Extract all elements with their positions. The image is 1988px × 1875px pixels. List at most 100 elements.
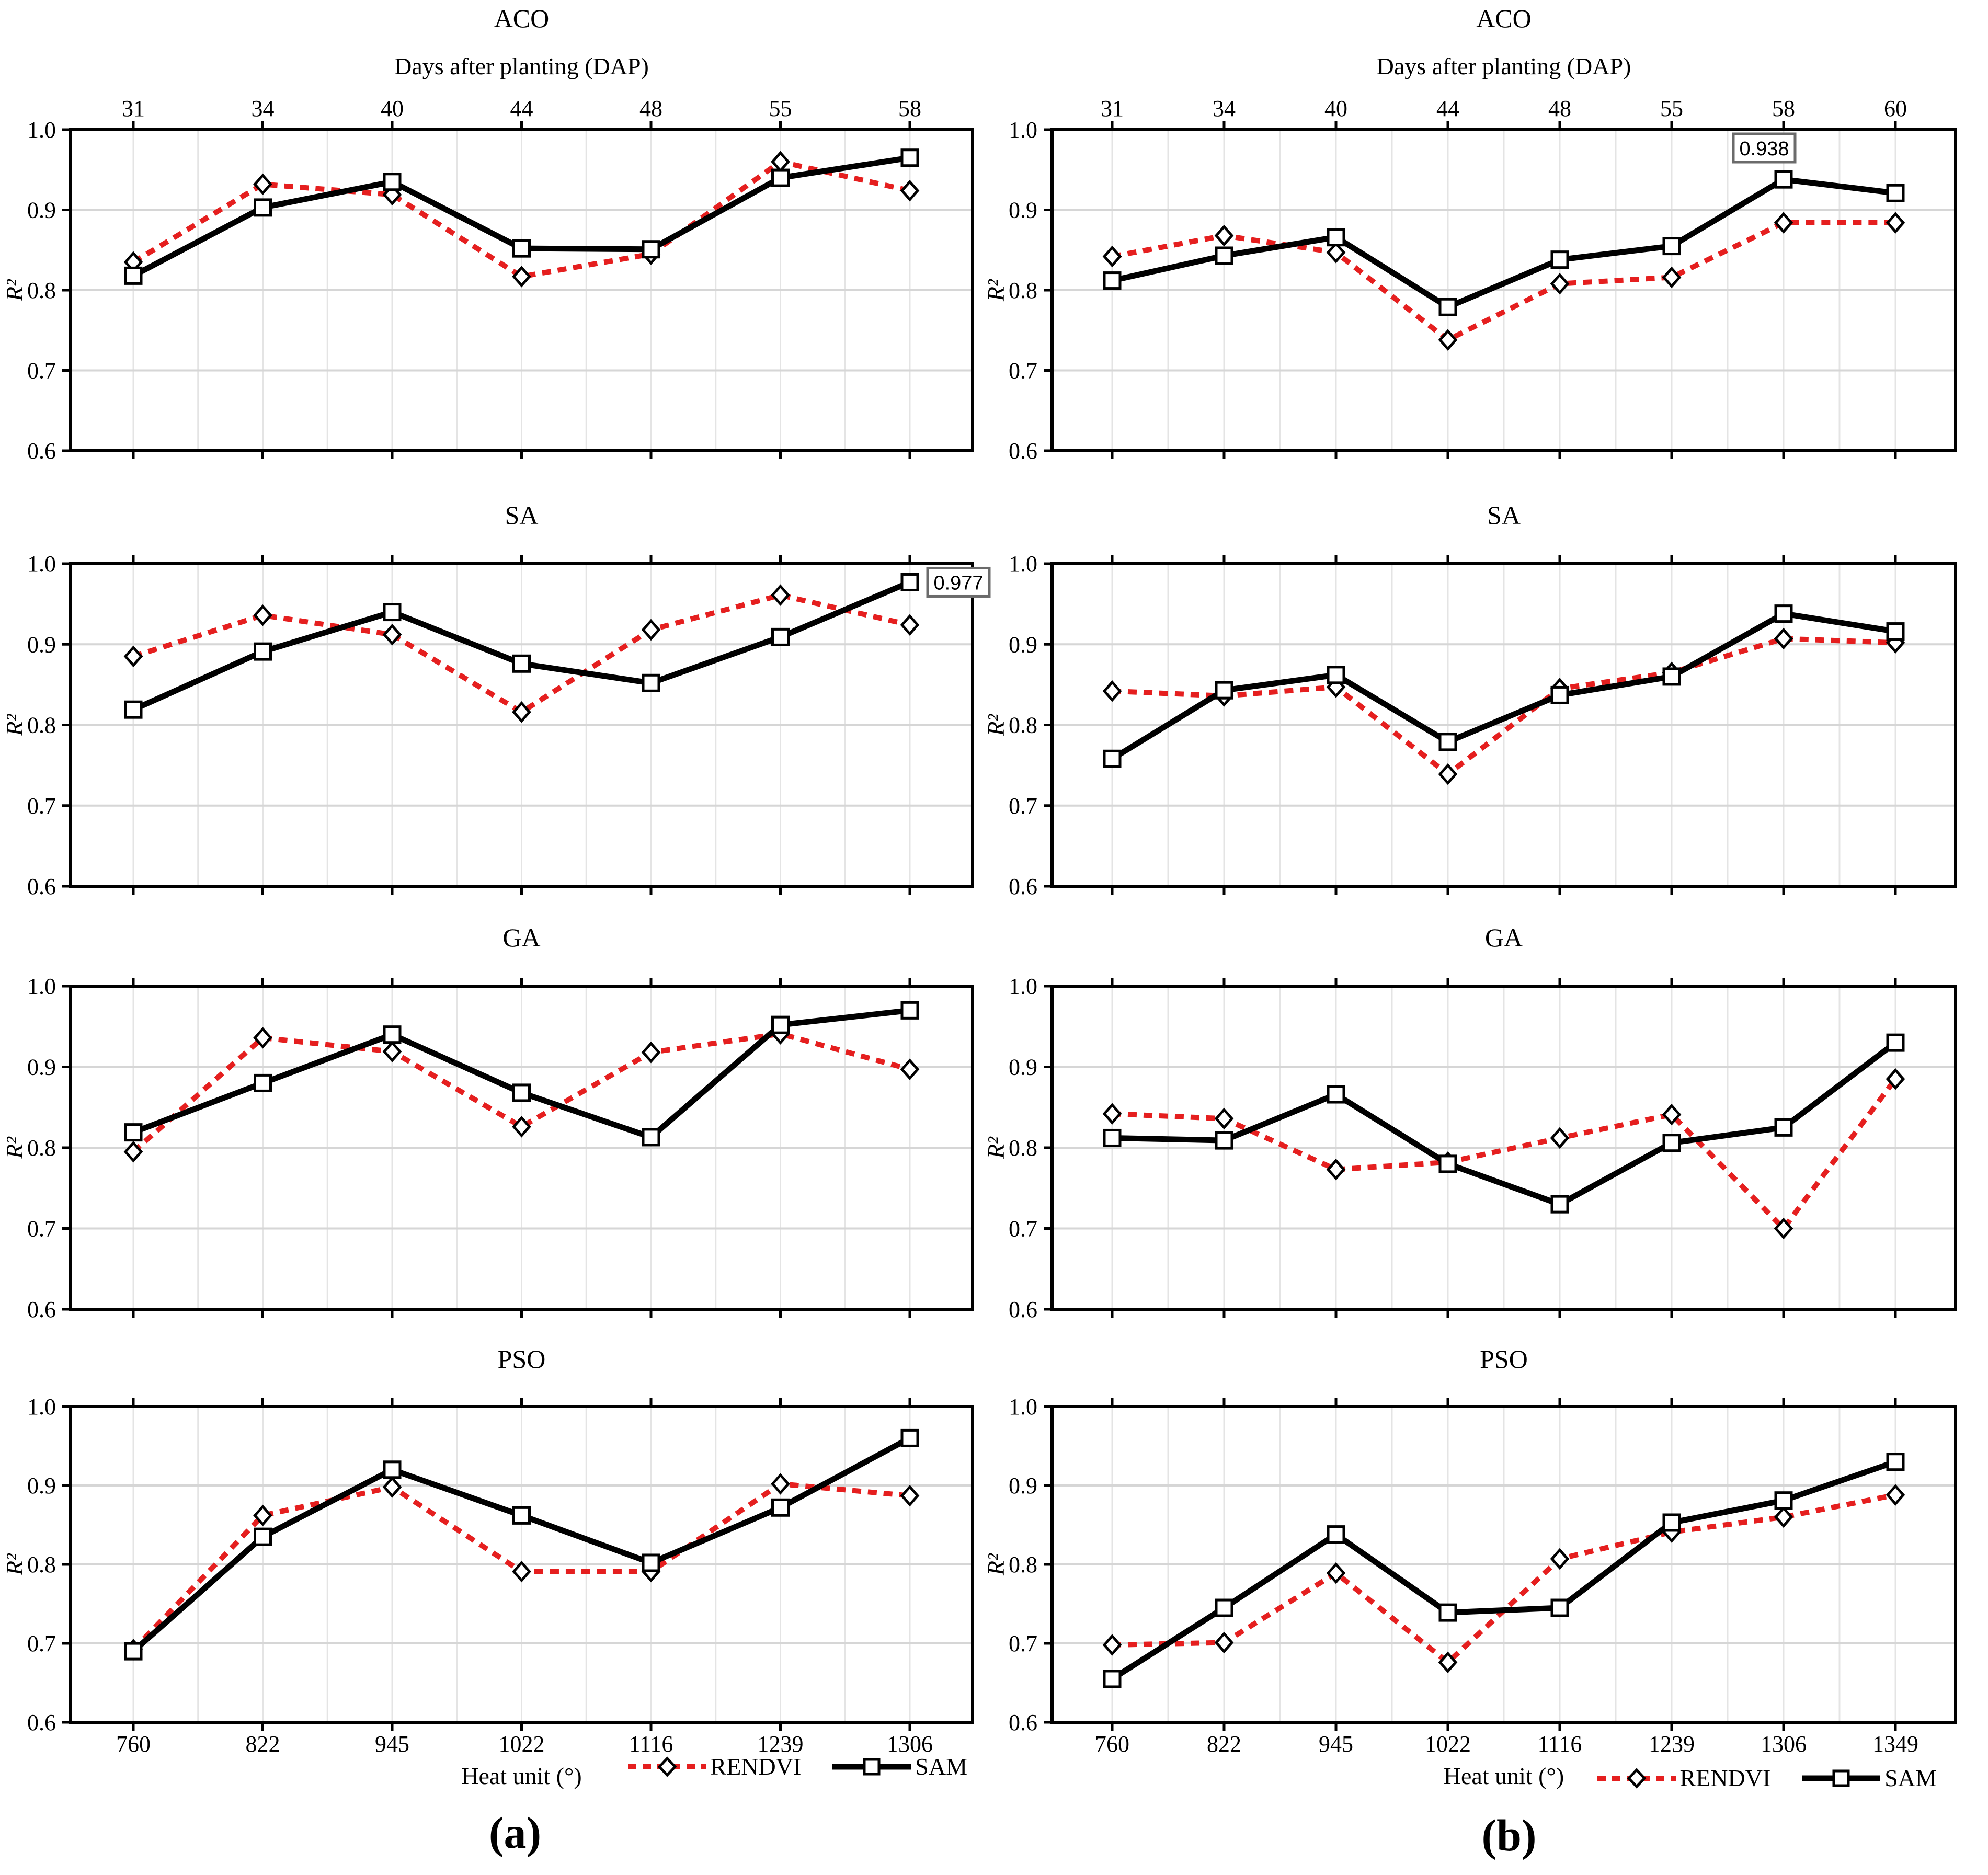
top-tick-label: 40 [1324, 96, 1347, 121]
sam-marker [900, 1428, 919, 1447]
rendvi-marker [1886, 1484, 1905, 1506]
x-tick-label: 1239 [758, 1731, 804, 1757]
x-tick-label: 1116 [1538, 1731, 1582, 1757]
sam-legend-marker [1832, 1769, 1850, 1787]
rendvi-marker [1774, 1506, 1793, 1528]
rendvi-marker [900, 179, 920, 202]
sam-marker [512, 1083, 531, 1102]
sam-marker [771, 1015, 790, 1034]
plot-frame [1050, 1405, 1957, 1724]
sam-marker [1215, 246, 1233, 265]
sam-marker [1886, 622, 1905, 641]
legend-label-rendvi: RENDVI [1679, 1765, 1771, 1791]
rendvi-marker [900, 1484, 920, 1507]
annotation-box [1732, 132, 1797, 164]
sam-marker [1774, 1491, 1793, 1510]
x-tick-label: 760 [1095, 1731, 1129, 1757]
y-axis-label: R² [982, 1136, 1009, 1159]
sam-marker [900, 1001, 919, 1020]
chart-pso-b: PSO 1.0 0.9 0.8 0.7 0.6 R² 760 822 945 1022 1116 123… [982, 1344, 1957, 1789]
sam-marker [771, 1498, 790, 1517]
annotation-label: 0.938 [1739, 138, 1789, 160]
top-tick-label: 40 [381, 96, 404, 121]
rendvi-marker [900, 1058, 920, 1080]
y-axis-label: R² [982, 713, 1009, 736]
y-tick-label: 1.0 [1009, 1394, 1037, 1420]
y-tick-label: 0.8 [1009, 1552, 1037, 1577]
y-axis-label: R² [1, 1136, 28, 1159]
y-tick-label: 0.7 [1009, 1631, 1037, 1656]
plot-frame [1050, 562, 1957, 888]
legend-item-rendvi: RENDVI [1597, 1764, 1771, 1792]
sam-marker [1550, 250, 1569, 269]
sam-marker [900, 573, 919, 591]
sam-marker [124, 700, 143, 719]
y-tick-label: 0.7 [27, 1631, 56, 1656]
y-tick-label: 0.7 [1009, 358, 1037, 384]
top-tick-label: 48 [639, 96, 662, 121]
rendvi-marker [1774, 212, 1793, 234]
legend-b: RENDVI SAM [1597, 1764, 1937, 1792]
legend-item-rendvi: RENDVI [627, 1753, 802, 1780]
top-tick-label: 55 [1660, 96, 1683, 121]
legend-label-rendvi: RENDVI [710, 1753, 802, 1780]
rendvi-marker [1662, 266, 1682, 289]
sam-marker [1215, 1131, 1233, 1150]
rendvi-marker [1550, 1127, 1570, 1149]
sam-marker [1774, 604, 1793, 623]
x-tick-label: 945 [1319, 1731, 1353, 1757]
y-axis-label: R² [1, 279, 28, 302]
sam-marker [1886, 1033, 1905, 1052]
plot-frame [69, 985, 974, 1311]
sam-marker [642, 1553, 660, 1572]
rendvi-marker [1214, 224, 1234, 247]
top-tick-label: 58 [1772, 96, 1795, 121]
sam-marker [254, 1527, 272, 1546]
y-tick-label: 0.7 [27, 793, 56, 819]
sam-marker [642, 240, 660, 259]
y-axis-label: R² [982, 1553, 1009, 1576]
sam-marker [1662, 1134, 1681, 1152]
top-tick-label: 31 [1101, 96, 1124, 121]
sam-marker [771, 168, 790, 187]
sam-marker [124, 1642, 143, 1661]
sam-marker [512, 1506, 531, 1525]
sam-marker [1774, 1118, 1793, 1137]
y-tick-label: 1.0 [27, 974, 56, 999]
sam-marker [1103, 1670, 1122, 1688]
rendvi-marker [253, 1504, 272, 1527]
annotation-label: 0.977 [933, 572, 983, 594]
y-tick-label: 0.9 [27, 632, 56, 657]
y-tick-label: 1.0 [1009, 551, 1037, 577]
top-tick-label: 31 [122, 96, 145, 121]
chart-pso-a: PSO 1.0 0.9 0.8 0.7 0.6 R² 760 822 945 1022 1116 123… [1, 1344, 974, 1789]
rendvi-marker [1438, 1651, 1458, 1674]
top-tick-label: 44 [1436, 96, 1459, 121]
top-axis-label: Days after planting (DAP) [1377, 53, 1631, 79]
rendvi-marker [382, 1041, 402, 1062]
y-tick-label: 0.9 [1009, 198, 1037, 223]
y-tick-label: 0.9 [1009, 632, 1037, 657]
rendvi-swatch-icon [627, 1756, 706, 1777]
legend-label-sam: SAM [915, 1753, 967, 1780]
sam-marker [1103, 271, 1122, 290]
y-tick-label: 0.8 [27, 278, 56, 303]
y-tick-label: 0.7 [27, 1216, 56, 1242]
y-tick-label: 0.8 [1009, 278, 1037, 303]
y-tick-label: 0.6 [27, 1710, 56, 1735]
sam-marker [1103, 1128, 1122, 1147]
rendvi-marker [1662, 1103, 1682, 1126]
y-tick-label: 1.0 [1009, 117, 1037, 143]
sam-line [1112, 1040, 1898, 1207]
rendvi-marker [1326, 242, 1346, 264]
rendvi-marker [512, 266, 531, 288]
top-tick-label: 44 [510, 96, 533, 121]
rendvi-marker [123, 1140, 143, 1163]
rendvi-marker [382, 1476, 402, 1498]
rendvi-marker [1326, 1158, 1346, 1181]
plot-frame [1050, 985, 1957, 1311]
chart-title: SA [505, 500, 539, 530]
legend-a: RENDVI SAM [627, 1753, 967, 1780]
sam-marker [1550, 1195, 1569, 1214]
